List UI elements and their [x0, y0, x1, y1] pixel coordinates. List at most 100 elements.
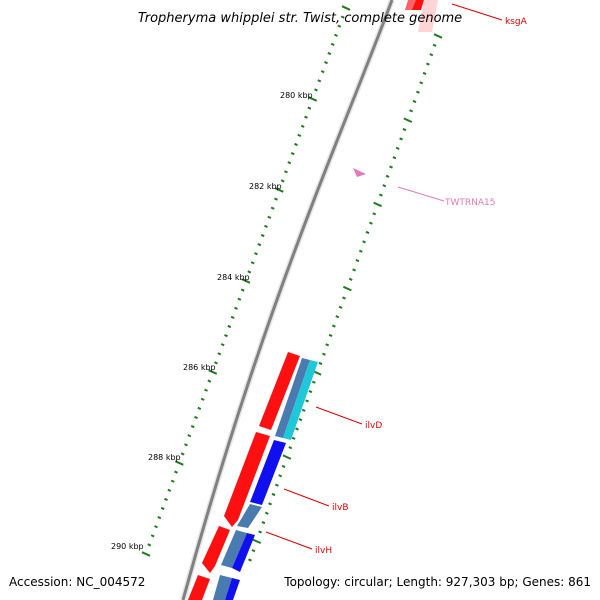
- inner-minor-tick: [214, 361, 218, 365]
- right-tick-marks: [248, 33, 443, 562]
- inner-minor-tick: [204, 388, 208, 392]
- outer-minor-tick: [348, 277, 353, 281]
- inner-major-tick: [308, 96, 318, 102]
- inner-minor-tick: [240, 288, 245, 292]
- outer-minor-tick: [358, 249, 363, 253]
- trna-marker: [353, 168, 366, 177]
- gene-label-ilvH: ilvH: [315, 546, 332, 556]
- outer-minor-tick: [352, 268, 356, 272]
- outer-minor-tick: [402, 127, 407, 132]
- outer-minor-tick: [362, 240, 366, 244]
- outer-minor-tick: [332, 324, 336, 328]
- outer-minor-tick: [278, 474, 283, 478]
- inner-minor-tick: [187, 434, 192, 438]
- outer-minor-tick: [248, 558, 252, 562]
- genome-backbone-core: [181, 0, 394, 600]
- inner-minor-tick: [220, 343, 225, 347]
- inner-minor-tick: [194, 415, 198, 420]
- tick-label-282: 282 kbp: [249, 182, 282, 191]
- outer-minor-tick: [325, 343, 330, 347]
- inner-minor-tick: [174, 470, 178, 474]
- inner-minor-tick: [294, 142, 298, 147]
- tick-label-286: 286 kbp: [183, 363, 216, 372]
- outer-minor-tick: [372, 212, 377, 216]
- outer-minor-tick: [298, 418, 303, 422]
- outer-major-tick: [433, 33, 443, 39]
- inner-major-tick: [208, 369, 218, 375]
- outer-minor-tick: [308, 389, 313, 394]
- cds-next: [188, 575, 210, 600]
- left-tick-marks: [141, 5, 351, 557]
- inner-minor-tick: [180, 452, 185, 456]
- inner-minor-tick: [297, 133, 302, 138]
- outer-minor-tick: [311, 380, 316, 384]
- cds-ilvB: [224, 432, 270, 527]
- inner-minor-tick: [237, 297, 242, 301]
- inner-minor-tick: [227, 324, 232, 329]
- outer-minor-tick: [335, 315, 340, 319]
- outer-minor-tick: [342, 296, 346, 300]
- outer-minor-tick: [355, 258, 360, 263]
- outer-minor-tick: [382, 184, 387, 188]
- outer-minor-tick: [426, 62, 430, 66]
- outer-minor-tick: [432, 43, 437, 47]
- inner-minor-tick: [254, 252, 258, 256]
- inner-minor-tick: [330, 42, 335, 47]
- outer-minor-tick: [392, 156, 397, 160]
- accession-text: Accession: NC_004572: [9, 575, 145, 589]
- tick-label-290: 290 kbp: [111, 542, 144, 551]
- inner-minor-tick: [150, 534, 155, 538]
- inner-minor-tick: [170, 479, 175, 483]
- inner-minor-tick: [160, 506, 165, 511]
- outer-minor-tick: [291, 436, 296, 440]
- tick-label-284: 284 kbp: [217, 273, 250, 282]
- outer-minor-tick: [268, 502, 272, 506]
- outer-minor-tick: [422, 71, 427, 76]
- outer-minor-tick: [416, 90, 420, 94]
- outer-minor-tick: [275, 483, 279, 487]
- inner-minor-tick: [270, 206, 275, 210]
- inner-minor-tick: [264, 224, 268, 229]
- inner-minor-tick: [267, 215, 272, 219]
- inner-major-tick: [274, 187, 284, 193]
- inner-major-tick: [341, 5, 351, 11]
- outer-minor-tick: [379, 193, 383, 197]
- outer-minor-tick: [365, 230, 370, 235]
- inner-minor-tick: [280, 179, 285, 183]
- summary-text: Topology: circular; Length: 927,303 bp; …: [283, 575, 591, 589]
- inner-minor-tick: [250, 261, 255, 265]
- inner-minor-tick: [260, 233, 265, 238]
- tick-label-280: 280 kbp: [280, 91, 313, 100]
- inner-minor-tick: [147, 543, 152, 547]
- outer-minor-tick: [301, 408, 306, 412]
- cds-ilvH: [202, 526, 230, 573]
- inner-minor-tick: [224, 333, 228, 338]
- blast-hit-track: [213, 358, 318, 600]
- inner-major-tick: [141, 551, 151, 557]
- outer-minor-tick: [258, 530, 262, 534]
- outer-minor-tick: [271, 492, 276, 497]
- outer-minor-tick: [412, 99, 417, 104]
- inner-major-tick: [174, 460, 184, 466]
- gene-label-ilvD: ilvD: [365, 421, 382, 431]
- inner-minor-tick: [284, 170, 288, 174]
- inner-minor-tick: [304, 115, 308, 119]
- label-leaders: [265, 3, 503, 550]
- gene-label-TWTRNA15: TWTRNA15: [444, 198, 496, 208]
- outer-minor-tick: [305, 399, 309, 403]
- inner-minor-tick: [337, 24, 342, 28]
- inner-minor-tick: [207, 379, 212, 383]
- inner-minor-tick: [290, 151, 295, 156]
- inner-minor-tick: [190, 424, 195, 429]
- inner-minor-tick: [340, 15, 345, 19]
- inner-minor-tick: [324, 60, 328, 65]
- tick-label-288: 288 kbp: [148, 453, 181, 462]
- ksgA-feature: [404, 0, 438, 32]
- inner-minor-tick: [157, 515, 162, 520]
- outer-major-tick: [282, 454, 292, 460]
- outer-minor-tick: [395, 146, 400, 150]
- outer-minor-tick: [385, 174, 390, 178]
- outer-minor-tick: [322, 352, 326, 356]
- cds-ilvD: [259, 352, 300, 430]
